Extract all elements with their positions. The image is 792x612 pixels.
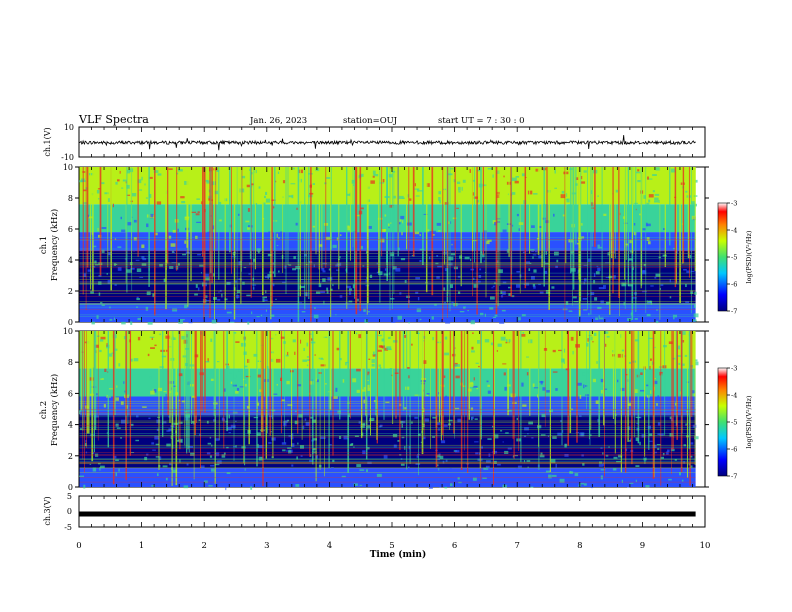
time-tick-label: 6 [452, 541, 457, 551]
ch2-channel-label: ch.2 [39, 401, 49, 419]
time-tick-label: 1 [139, 541, 144, 551]
ch1-waveform-panel: 10 -10 ch.1(V) [43, 123, 706, 162]
ch3-waveform-trace [79, 511, 696, 517]
cbar1-label: log(PSD)(V²/Hz) [745, 230, 753, 283]
spec1-ytick-label: 2 [68, 287, 73, 296]
cbar2-tick-label: -6 [731, 446, 737, 454]
cbar2-tick-label: -3 [731, 365, 737, 373]
cbar2-tick-label: -4 [731, 392, 737, 400]
ch2-colorbar: -3 -4 -5 -6 -7 log(PSD)(V²/Hz) [717, 365, 753, 481]
ch3-ytick-top: 5 [67, 492, 72, 501]
time-tick-labels: 0 1 2 3 4 5 6 7 8 9 10 [76, 541, 710, 551]
time-ticks [78, 127, 706, 527]
spec2-ytick-label: 0 [68, 483, 73, 492]
ch1-ylabel: ch.1(V) [43, 127, 52, 156]
cbar2-tick-label: -7 [731, 473, 737, 481]
ch1-spectrogram-image [79, 167, 699, 325]
time-tick-label: 4 [327, 541, 332, 551]
date-label: Jan. 26, 2023 [249, 116, 307, 126]
spec2-ytick-label: 2 [68, 452, 73, 461]
start-time-label: start UT = 7 : 30 : 0 [438, 116, 525, 126]
ch1-channel-label: ch.1 [39, 236, 49, 254]
spec1-ytick-label: 4 [68, 256, 73, 265]
spec2-ytick-label: 6 [68, 389, 73, 398]
cbar2-label: log(PSD)(V²/Hz) [745, 395, 753, 448]
spec2-ytick-label: 8 [68, 358, 73, 367]
ch2-spectrogram-image [79, 331, 699, 491]
ch2-spectrogram-panel: 0 2 4 6 8 10 ch.2 Frequency (kHz) -3 -4 -5 -6 -7 l… [39, 327, 753, 492]
spec1-ytick-label: 10 [63, 163, 73, 172]
cbar1-tick-label: -6 [731, 281, 737, 289]
ch3-ytick-mid: 0 [67, 507, 72, 516]
ch3-ylabel: ch.3(V) [43, 496, 52, 525]
spec1-ytick-label: 0 [68, 318, 73, 327]
ch1-spectrogram-panel: 0 2 4 6 8 10 ch.1 Frequency (kHz) -3 -4 -5 -6 -7 l… [39, 163, 753, 327]
ch3-ytick-bottom: -5 [64, 523, 72, 532]
cbar1-tick-label: -7 [731, 308, 737, 316]
time-axis-label: Time (min) [370, 549, 427, 560]
figure-title: VLF Spectra [78, 113, 149, 126]
time-tick-label: 0 [76, 541, 81, 551]
time-tick-label: 7 [514, 541, 519, 551]
ch1-ytick-top: 10 [64, 123, 74, 132]
cbar1-tick-label: -4 [731, 227, 737, 235]
time-tick-label: 10 [700, 541, 711, 551]
ch2-frequency-label: Frequency (kHz) [49, 374, 60, 446]
cbar2-tick-label: -5 [731, 419, 737, 427]
station-label: station=OUJ [343, 116, 398, 126]
ch1-ytick-bottom: -10 [61, 153, 74, 162]
time-tick-label: 2 [201, 541, 206, 551]
spec1-ytick-label: 6 [68, 225, 73, 234]
time-tick-label: 8 [577, 541, 582, 551]
cbar1-tick-label: -3 [731, 200, 737, 208]
time-tick-label: 9 [640, 541, 645, 551]
ch1-frequency-label: Frequency (kHz) [49, 209, 60, 281]
spec2-ytick-label: 4 [68, 421, 73, 430]
ch3-waveform-panel: 5 0 -5 ch.3(V) [43, 492, 706, 532]
spec2-ytick-label: 10 [63, 327, 73, 336]
time-tick-label: 5 [389, 541, 394, 551]
spec1-ytick-label: 8 [68, 194, 73, 203]
ch1-waveform-trace [78, 135, 696, 151]
time-tick-label: 3 [264, 541, 269, 551]
cbar1-tick-label: -5 [731, 254, 737, 262]
ch1-colorbar: -3 -4 -5 -6 -7 log(PSD)(V²/Hz) [717, 200, 753, 316]
